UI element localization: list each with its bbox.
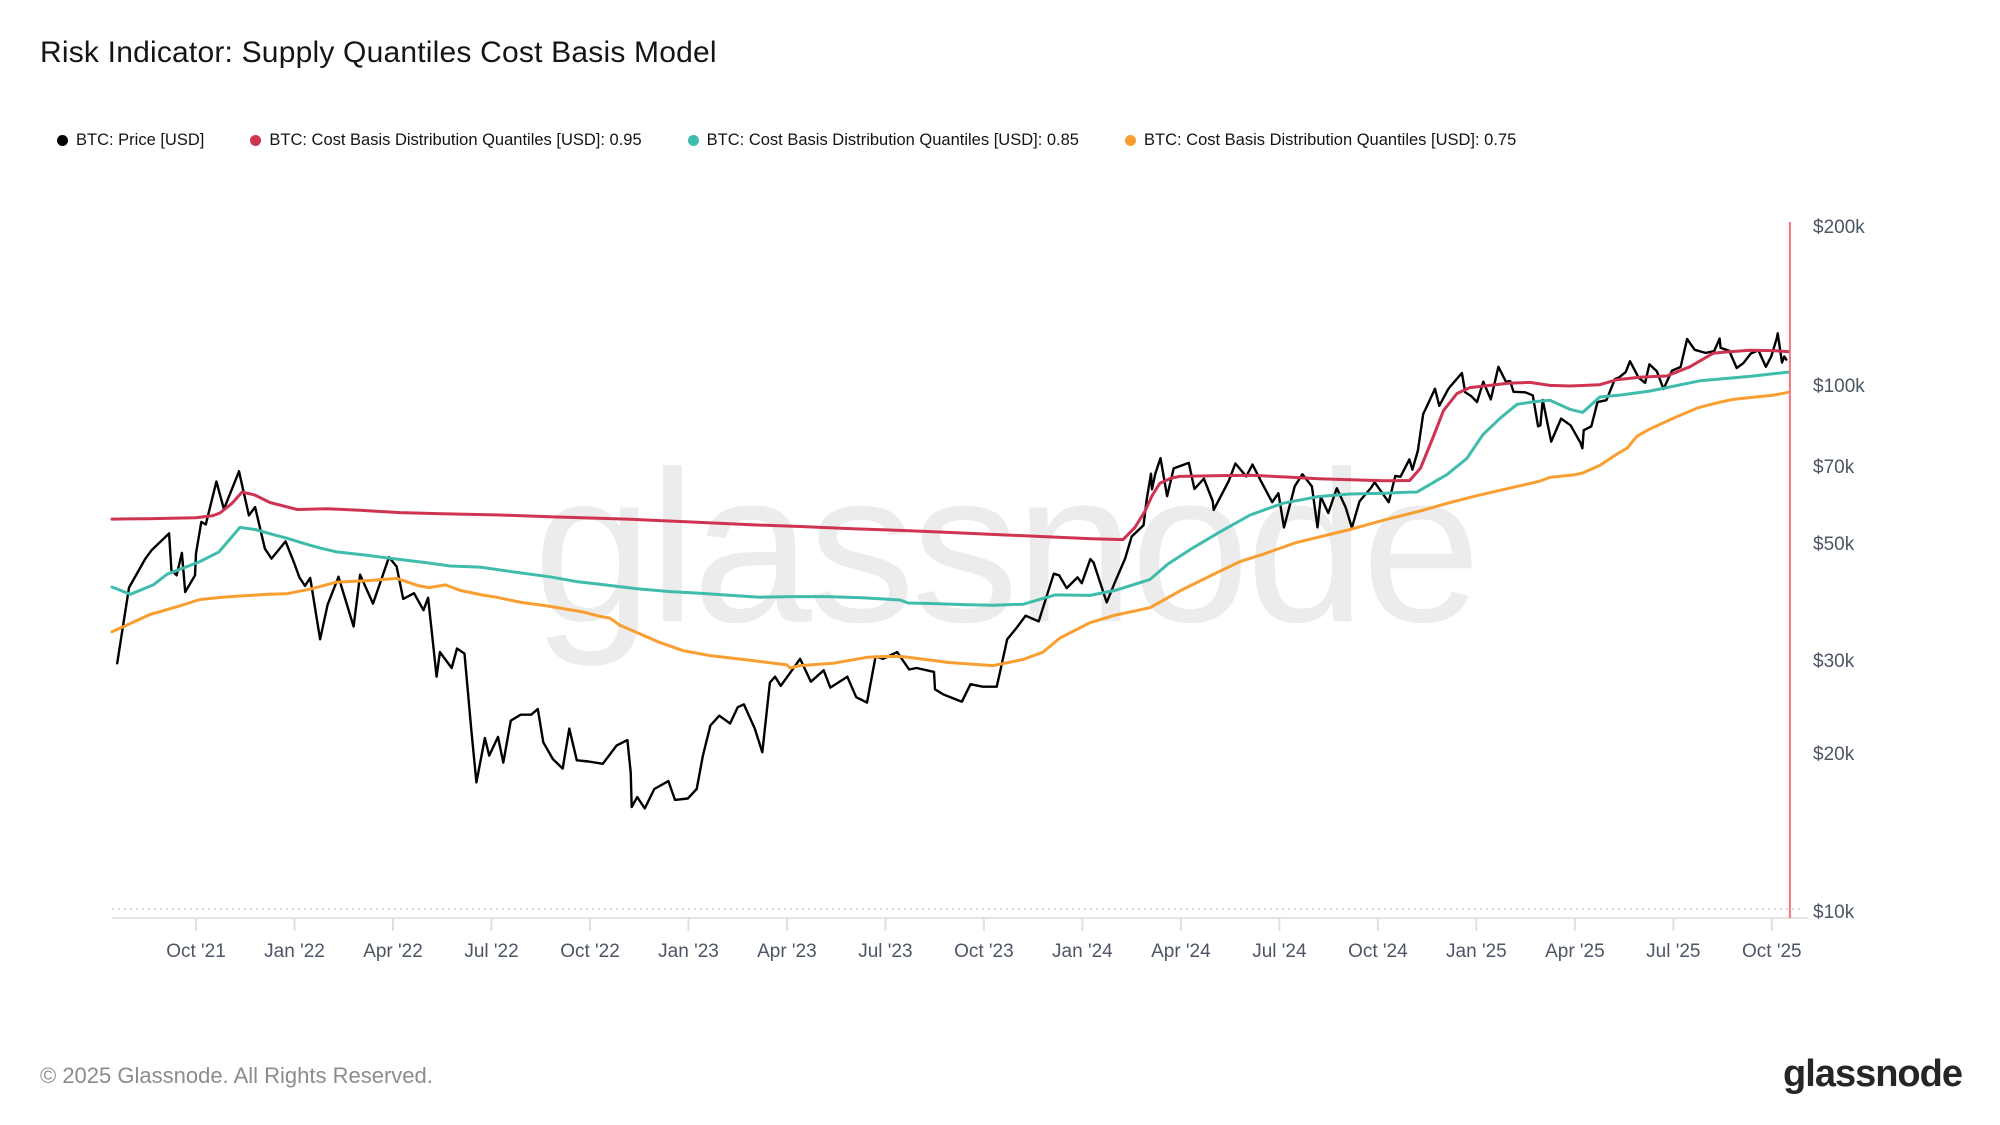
y-tick-label: $100k xyxy=(1813,375,1865,397)
legend-dot-icon xyxy=(57,135,68,146)
series-line-btc-cost-basis-distribution-quantiles-usd-0-75 xyxy=(110,390,1790,670)
x-tick-label: Oct '23 xyxy=(954,941,1014,962)
series-line-btc-price-usd- xyxy=(115,332,1788,810)
glassnode-watermark: glassnode xyxy=(532,426,1481,668)
x-tick-label: Oct '24 xyxy=(1348,941,1408,962)
x-tick-label: Jul '23 xyxy=(858,941,913,962)
series-line-btc-cost-basis-distribution-quantiles-usd-0-85 xyxy=(110,370,1790,607)
x-tick-label: Oct '25 xyxy=(1741,941,1802,962)
x-tick-label: Apr '25 xyxy=(1545,941,1605,962)
x-tick-label: Jan '23 xyxy=(658,941,719,962)
x-tick-label: Apr '23 xyxy=(757,941,817,962)
series-line-btc-cost-basis-distribution-quantiles-usd-0-95 xyxy=(110,348,1790,542)
chart-legend: BTC: Price [USD] BTC: Cost Basis Distrib… xyxy=(57,131,1516,150)
legend-dot-icon xyxy=(687,135,699,146)
legend-label: BTC: Cost Basis Distribution Quantiles [… xyxy=(706,131,1079,149)
y-tick-label: $10k xyxy=(1813,902,1855,923)
y-tick-label: $50k xyxy=(1813,534,1855,555)
x-tick-label: Jan '22 xyxy=(264,941,325,962)
x-tick-label: Oct '21 xyxy=(166,941,226,962)
page-title: Risk Indicator: Supply Quantiles Cost Ba… xyxy=(40,36,717,69)
x-tick-label: Jul '24 xyxy=(1252,941,1307,962)
legend-item-quantile-075[interactable]: BTC: Cost Basis Distribution Quantiles [… xyxy=(1124,131,1517,150)
x-tick-label: Jul '25 xyxy=(1646,941,1701,962)
legend-label: BTC: Price [USD] xyxy=(76,131,205,149)
glassnode-logo: glassnode xyxy=(1783,1053,1963,1095)
legend-dot-icon xyxy=(250,135,262,146)
x-tick-label: Jan '24 xyxy=(1052,941,1113,962)
x-tick-label: Apr '22 xyxy=(363,941,423,962)
y-tick-label: $200k xyxy=(1813,217,1865,238)
legend-label: BTC: Cost Basis Distribution Quantiles [… xyxy=(1143,131,1517,149)
copyright-text: © 2025 Glassnode. All Rights Reserved. xyxy=(40,1063,433,1088)
x-tick-label: Oct '22 xyxy=(560,941,620,962)
legend-label: BTC: Cost Basis Distribution Quantiles [… xyxy=(269,131,642,149)
legend-dot-icon xyxy=(1124,135,1136,146)
y-tick-label: $30k xyxy=(1813,650,1855,672)
x-tick-label: Jan '25 xyxy=(1446,941,1507,962)
y-tick-label: $20k xyxy=(1813,743,1855,765)
legend-item-quantile-095[interactable]: BTC: Cost Basis Distribution Quantiles [… xyxy=(250,131,642,150)
y-tick-label: $70k xyxy=(1813,457,1855,478)
legend-item-quantile-085[interactable]: BTC: Cost Basis Distribution Quantiles [… xyxy=(687,131,1079,150)
legend-item-price[interactable]: BTC: Price [USD] xyxy=(57,131,204,150)
x-tick-label: Jul '22 xyxy=(464,941,519,962)
x-tick-label: Apr '24 xyxy=(1151,941,1211,962)
